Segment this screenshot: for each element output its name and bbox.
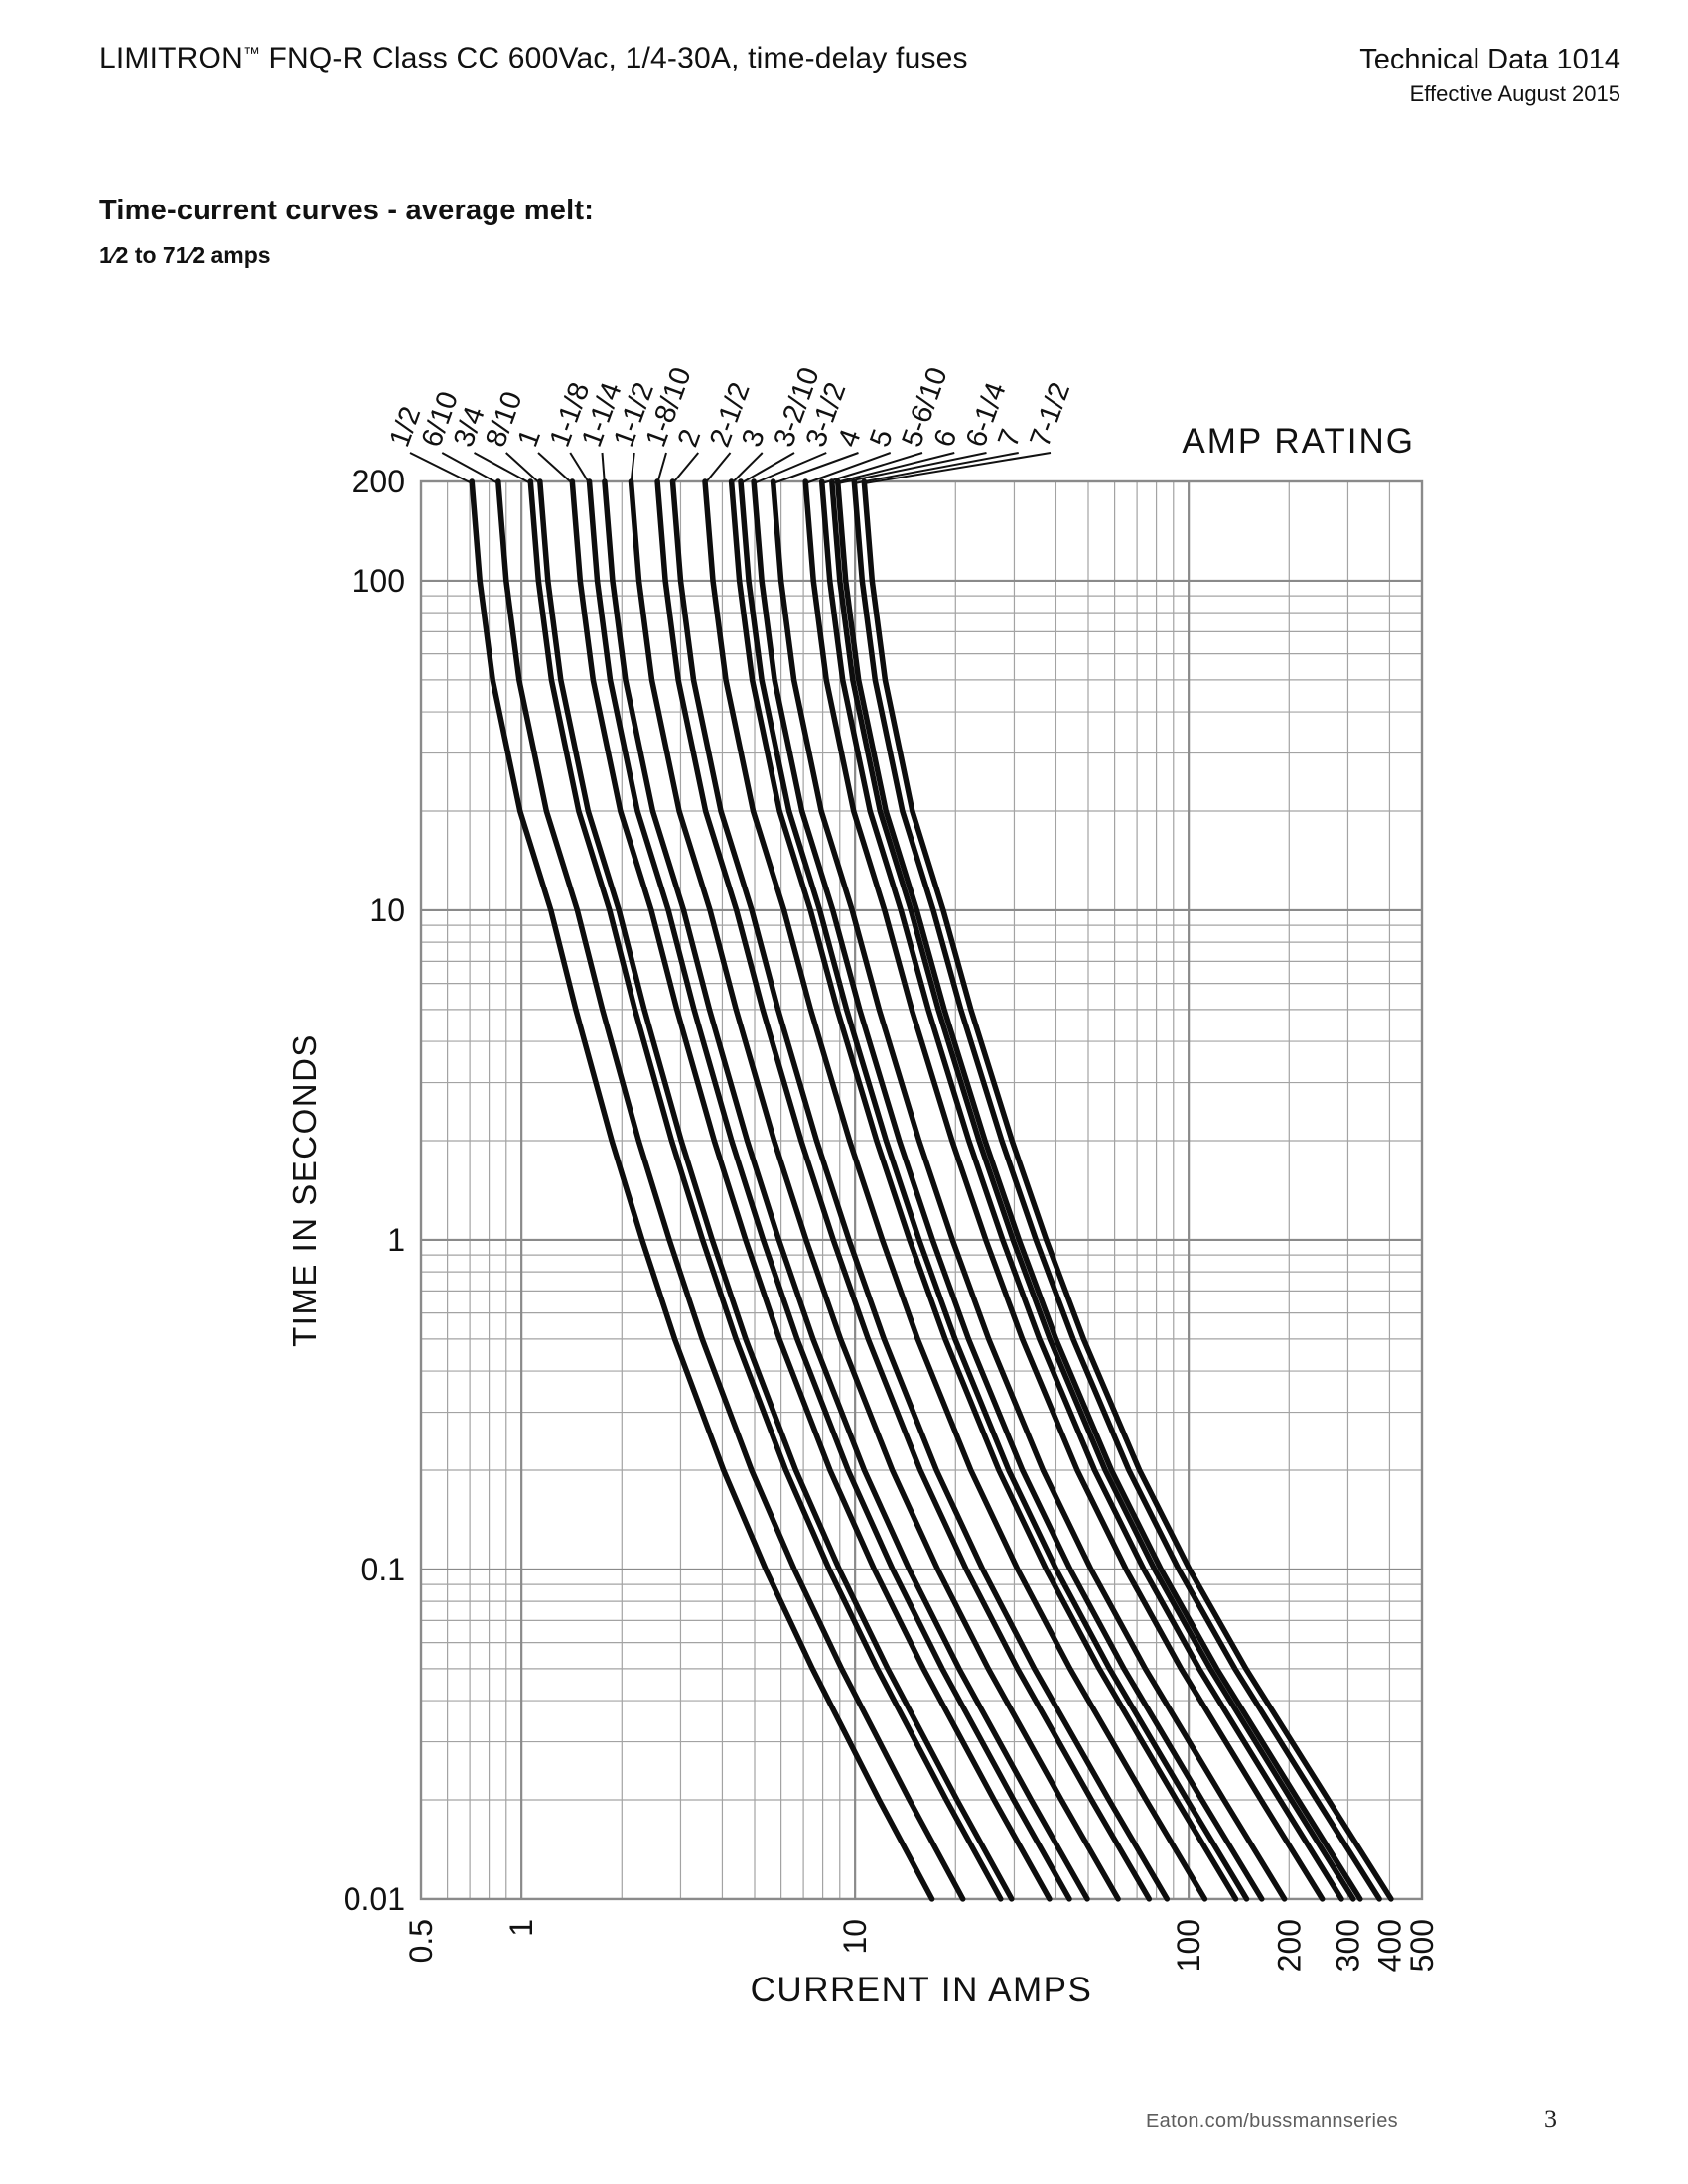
leader-line-3 xyxy=(730,452,764,484)
page-title-rest: FNQ-R Class CC 600Vac, 1/4-30A, time-del… xyxy=(259,42,968,74)
amp-label-7-1/2: 7-1/2 xyxy=(1025,378,1077,451)
grid-layer xyxy=(419,479,1424,1901)
leader-line-1 xyxy=(537,452,573,484)
fuse-curve-6-1/4 xyxy=(834,478,1363,1902)
leader-line-6-1/4 xyxy=(837,452,987,484)
y-tick-label: 200 xyxy=(352,464,405,499)
leader-line-8/10 xyxy=(505,452,541,484)
fuse-curve-7 xyxy=(851,478,1382,1902)
fuse-curve-layer xyxy=(469,478,1394,1902)
x-tick-label: 300 xyxy=(1330,1919,1365,1972)
trademark-symbol: ™ xyxy=(242,44,260,63)
fuse-curve-3-2/10 xyxy=(738,478,1250,1902)
y-axis-title: TIME IN SECONDS xyxy=(286,1033,323,1347)
x-tick-label: 0.5 xyxy=(403,1919,439,1963)
leader-line-3-2/10 xyxy=(740,452,795,484)
fuse-curve-1/2 xyxy=(469,478,935,1902)
fuse-curve-7-1/2 xyxy=(861,478,1394,1902)
fuse-curve-8/10 xyxy=(537,478,1015,1902)
fuse-curve-3 xyxy=(728,478,1239,1902)
amp-label-6: 6 xyxy=(928,425,964,451)
y-tick-label: 10 xyxy=(369,892,405,928)
fuse-curve-2-1/2 xyxy=(702,478,1208,1902)
amp-label-1: 1 xyxy=(512,425,548,451)
x-tick-label: 1 xyxy=(503,1919,539,1937)
fuse-curve-5 xyxy=(802,478,1326,1902)
leader-line-1/2 xyxy=(409,452,473,484)
leader-line-3-1/2 xyxy=(753,452,827,484)
leader-line-1-1/2 xyxy=(630,452,635,484)
fuse-curve-5-6/10 xyxy=(818,478,1344,1902)
leader-line-5-6/10 xyxy=(821,452,923,484)
y-tick-label: 0.01 xyxy=(344,1881,405,1917)
leader-line-7-1/2 xyxy=(864,452,1052,484)
plot-frame xyxy=(419,479,1424,1901)
x-tick-label: 100 xyxy=(1171,1919,1206,1972)
fuse-curve-1-1/8 xyxy=(586,478,1072,1902)
leader-line-5 xyxy=(804,452,892,484)
fuse-curve-2 xyxy=(669,478,1171,1902)
x-tick-label: 200 xyxy=(1271,1919,1307,1972)
leader-line-2 xyxy=(671,452,700,484)
leader-line-4 xyxy=(773,452,859,484)
leader-line-1-8/10 xyxy=(656,452,667,484)
fuse-curve-4 xyxy=(770,478,1288,1902)
x-tick-label: 10 xyxy=(837,1919,873,1955)
y-tick-label: 1 xyxy=(387,1222,405,1258)
fuse-curve-1-1/2 xyxy=(628,478,1121,1902)
leader-line-1-1/8 xyxy=(569,452,591,484)
fuse-curve-1-1/4 xyxy=(602,478,1090,1902)
x-axis-title: CURRENT IN AMPS xyxy=(751,1971,1093,2009)
amp-label-2: 2 xyxy=(672,425,708,451)
fuse-curve-1 xyxy=(569,478,1053,1902)
x-tick-label: 400 xyxy=(1371,1919,1407,1972)
page-title: LIMITRON™ FNQ-R Class CC 600Vac, 1/4-30A… xyxy=(99,42,968,75)
leader-line-6/10 xyxy=(441,452,499,484)
page-number: 3 xyxy=(1544,2105,1557,2133)
doc-number: Technical Data 1014 xyxy=(1359,44,1620,75)
fuse-curve-1-8/10 xyxy=(654,478,1153,1902)
amp-label-3: 3 xyxy=(736,425,772,451)
leader-line-3/4 xyxy=(474,452,531,484)
leader-line-2-1/2 xyxy=(704,452,732,484)
amp-rating-title: AMP RATING xyxy=(1182,422,1415,461)
section-subheading: 1⁄2 to 71⁄2 amps xyxy=(99,242,271,268)
effective-date: Effective August 2015 xyxy=(1409,81,1620,106)
y-tick-label: 0.1 xyxy=(361,1552,405,1587)
section-heading: Time-current curves - average melt: xyxy=(99,195,595,226)
leader-line-1-1/4 xyxy=(601,452,606,484)
brand-name: LIMITRON xyxy=(99,42,243,74)
footer-link: Eaton.com/bussmannseries xyxy=(1146,2111,1398,2132)
fuse-curve-3-1/2 xyxy=(751,478,1265,1902)
fuse-curve-6/10 xyxy=(495,478,966,1902)
header-right: Technical Data 1014 Effective August 201… xyxy=(1359,44,1620,107)
amp-label-5: 5 xyxy=(864,425,900,451)
x-tick-label: 500 xyxy=(1404,1919,1440,1972)
leader-line-6 xyxy=(831,452,955,484)
amp-label-7: 7 xyxy=(992,425,1028,451)
amp-label-4: 4 xyxy=(832,425,868,451)
y-tick-label: 100 xyxy=(352,563,405,599)
fuse-curve-6 xyxy=(829,478,1356,1902)
fuse-curve-3/4 xyxy=(527,478,1004,1902)
leader-line-7 xyxy=(854,452,1019,484)
